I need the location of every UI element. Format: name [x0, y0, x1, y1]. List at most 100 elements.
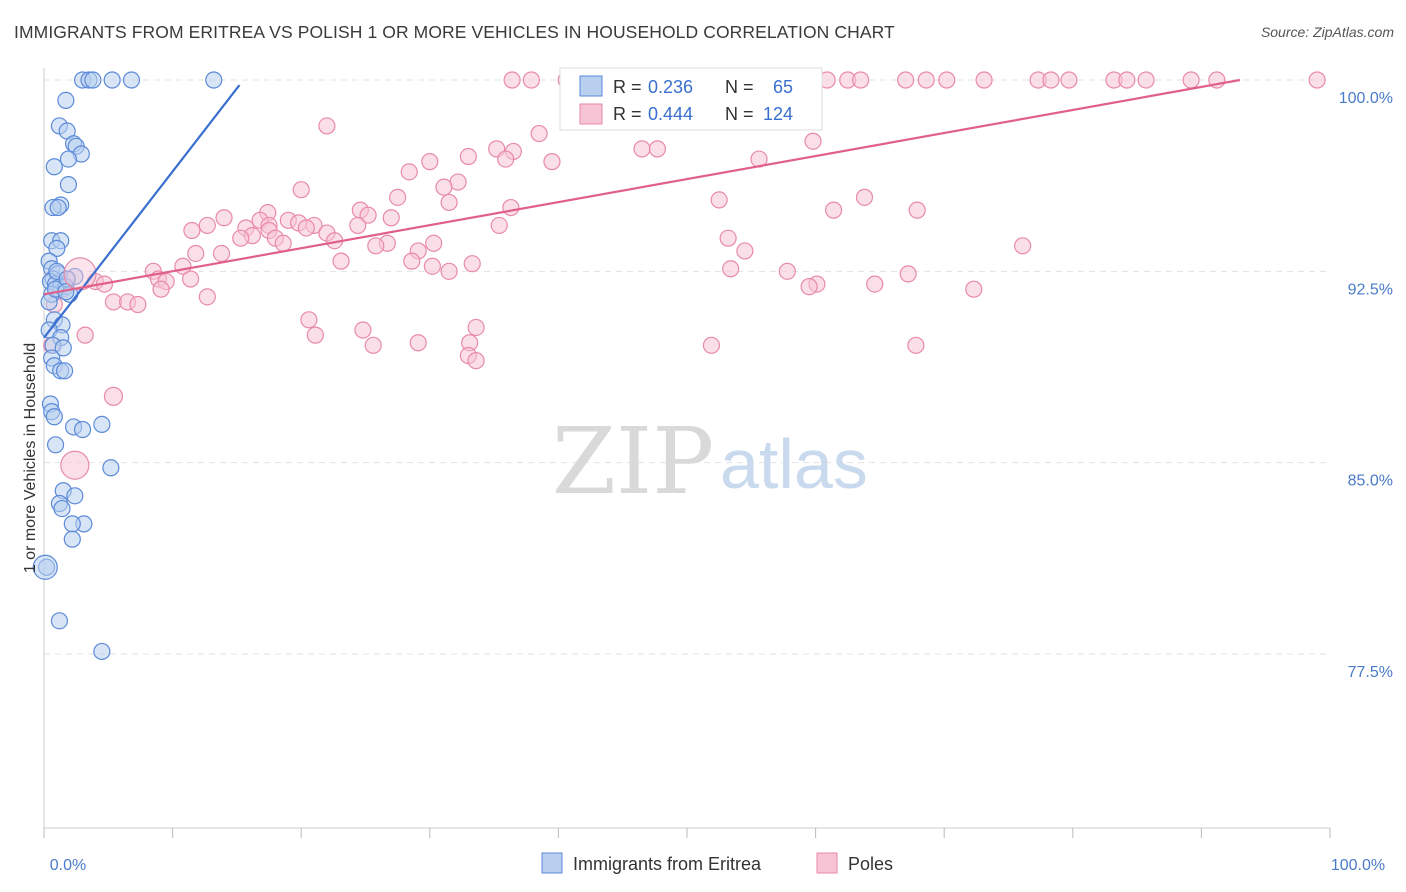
poles-point	[152, 280, 170, 298]
poles-point	[1014, 237, 1032, 255]
poles-point	[825, 201, 843, 219]
y-axis-label: 1 or more Vehicles in Household	[22, 343, 39, 573]
bottom-legend: Immigrants from Eritrea Poles	[541, 852, 893, 874]
poles-point	[1118, 71, 1136, 89]
eritrea-point	[45, 158, 63, 176]
bottom-legend-label-eritrea: Immigrants from Eritrea	[573, 854, 762, 874]
poles-point	[400, 163, 418, 181]
poles-point	[648, 140, 667, 158]
poles-point	[800, 278, 818, 296]
poles-point	[300, 311, 318, 329]
stat-legend-n-label-pink: N =	[725, 104, 754, 124]
eritrea-point	[55, 362, 74, 380]
poles-point	[215, 209, 233, 227]
poles-point	[382, 209, 400, 227]
eritrea-point	[84, 71, 102, 89]
poles-point	[403, 252, 421, 270]
poles-point	[1042, 71, 1060, 89]
eritrea-point	[54, 339, 72, 357]
poles-point	[1137, 71, 1155, 89]
poles-point	[497, 150, 515, 168]
poles-point	[702, 336, 721, 354]
poles-point	[917, 71, 935, 89]
poles-point	[502, 198, 520, 217]
poles-point	[899, 265, 917, 283]
poles-point	[965, 280, 983, 298]
stat-legend-n-label-blue: N =	[725, 77, 754, 97]
poles-point	[866, 275, 884, 293]
poles-point	[103, 386, 124, 406]
watermark-atlas: atlas	[720, 425, 868, 503]
eritrea-point	[49, 198, 67, 217]
poles-point	[198, 288, 216, 306]
poles-point	[297, 219, 315, 237]
poles-point	[938, 71, 956, 89]
poles-point	[306, 326, 324, 344]
stat-legend-n-value-blue: 65	[773, 77, 793, 97]
poles-point	[182, 270, 200, 288]
poles-point	[359, 206, 377, 224]
poles-point	[129, 295, 147, 314]
poles-point	[908, 201, 926, 219]
poles-point	[1060, 71, 1078, 89]
x-tick-label-min: 0.0%	[50, 857, 86, 874]
poles-point	[736, 242, 754, 260]
eritrea-point	[63, 530, 81, 548]
poles-point	[633, 140, 651, 158]
poles-point	[274, 234, 292, 252]
poles-point	[804, 132, 822, 150]
eritrea-point	[66, 487, 84, 505]
bottom-legend-swatch-poles	[816, 852, 838, 874]
y-tick-label: 100.0%	[1339, 90, 1393, 107]
poles-point	[367, 237, 385, 255]
poles-point	[778, 262, 796, 280]
watermark-zip: ZIP	[552, 408, 714, 515]
points-layer	[32, 71, 1326, 661]
eritrea-point	[57, 91, 75, 110]
stat-legend-r-label-pink: R =	[613, 104, 642, 124]
x-tick-label-max: 100.0%	[1331, 857, 1385, 874]
bottom-legend-label-poles: Poles	[848, 854, 893, 874]
poles-point	[852, 71, 870, 89]
poles-point	[467, 352, 485, 370]
eritrea-point	[73, 420, 92, 439]
stat-legend-r-label-blue: R =	[613, 77, 642, 97]
poles-point	[440, 262, 458, 280]
y-tick-label: 77.5%	[1348, 664, 1393, 681]
poles-point	[187, 244, 205, 263]
poles-point	[409, 334, 427, 352]
poles-point	[710, 191, 728, 209]
y-tick-label: 92.5%	[1348, 281, 1393, 298]
poles-point	[530, 124, 548, 143]
poles-point	[425, 234, 443, 252]
poles-point	[543, 153, 561, 171]
stat-legend-r-value-blue: 0.236	[648, 77, 693, 97]
trend-layer	[43, 78, 1241, 339]
eritrea-point	[102, 459, 120, 477]
eritrea-point	[122, 71, 141, 89]
poles-point	[318, 117, 336, 135]
watermark: ZIP atlas	[552, 408, 868, 515]
stat-legend-swatch-blue	[579, 75, 603, 97]
poles-point	[332, 252, 350, 270]
poles-point	[423, 257, 441, 275]
y-tick-label: 85.0%	[1348, 473, 1393, 490]
poles-point	[907, 336, 925, 354]
poles-point	[354, 321, 372, 339]
poles-point	[1182, 71, 1200, 89]
eritrea-point	[53, 499, 71, 518]
poles-point	[855, 188, 874, 206]
poles-point	[183, 221, 201, 240]
eritrea-point	[46, 436, 65, 454]
eritrea-point	[59, 175, 78, 194]
poles-point	[722, 260, 740, 278]
eritrea-point	[93, 415, 111, 433]
chart-source: Source: ZipAtlas.com	[1260, 24, 1394, 40]
eritrea-point	[103, 71, 121, 89]
poles-point	[212, 244, 231, 263]
axes-layer	[43, 68, 1331, 838]
chart-title: IMMIGRANTS FROM ERITREA VS POLISH 1 OR M…	[14, 22, 895, 42]
poles-point	[490, 216, 508, 235]
eritrea-trendline	[43, 84, 241, 339]
